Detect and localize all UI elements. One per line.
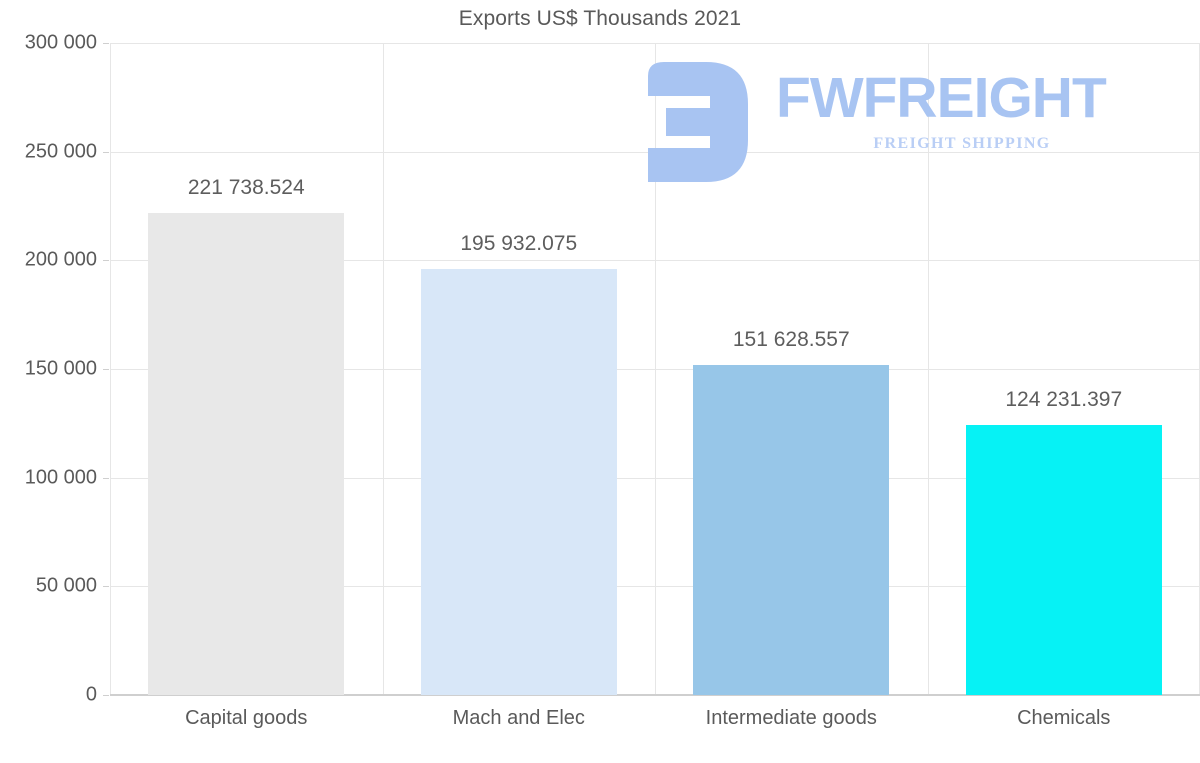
bar[interactable] bbox=[148, 213, 345, 695]
y-axis-tick-mark bbox=[103, 369, 109, 370]
bar-value-label: 151 628.557 bbox=[732, 328, 850, 352]
bar[interactable] bbox=[965, 425, 1162, 695]
plot-area: 221 738.524 195 932.075 151 628.557 124 231… bbox=[110, 43, 1200, 696]
bar-value-label: 221 738.524 bbox=[187, 176, 305, 200]
x-axis-tick-label: Chemicals bbox=[1017, 707, 1111, 729]
y-axis-tick-label: 150 000 bbox=[24, 357, 97, 380]
y-axis-tick-mark bbox=[103, 586, 109, 588]
bar-value-label: 124 231.397 bbox=[1005, 388, 1123, 411]
bar[interactable] bbox=[420, 269, 617, 695]
chart-title: Exports US$ Thousands 2021 bbox=[458, 7, 742, 30]
y-axis-tick-label: 300 000 bbox=[24, 31, 97, 54]
gridline-vertical bbox=[655, 43, 656, 695]
y-axis-tick-label: 0 bbox=[85, 683, 97, 706]
bar[interactable] bbox=[693, 365, 890, 695]
x-axis-tick-label: Mach and Elec bbox=[452, 707, 585, 729]
y-axis-tick-label: 100 000 bbox=[24, 466, 97, 489]
y-axis-tick-mark bbox=[103, 477, 109, 479]
gridline-vertical bbox=[927, 43, 929, 695]
y-axis-tick-label: 50 000 bbox=[35, 574, 97, 597]
y-axis-tick-mark bbox=[103, 260, 109, 262]
x-axis-baseline bbox=[110, 694, 1200, 695]
x-axis-tick-label: Capital goods bbox=[185, 707, 308, 729]
y-axis-tick-label: 200 000 bbox=[24, 248, 97, 271]
gridline-horizontal bbox=[110, 695, 1200, 696]
y-axis-tick-mark bbox=[103, 695, 109, 696]
y-axis-tick-mark bbox=[103, 151, 109, 153]
x-axis-tick-label: Intermediate goods bbox=[705, 707, 877, 729]
y-axis-tick-mark bbox=[103, 43, 109, 44]
bar-value-label: 195 932.075 bbox=[460, 232, 578, 256]
gridline-vertical bbox=[382, 43, 384, 695]
gridline-vertical bbox=[110, 43, 111, 695]
y-axis-tick-label: 250 000 bbox=[24, 140, 97, 163]
